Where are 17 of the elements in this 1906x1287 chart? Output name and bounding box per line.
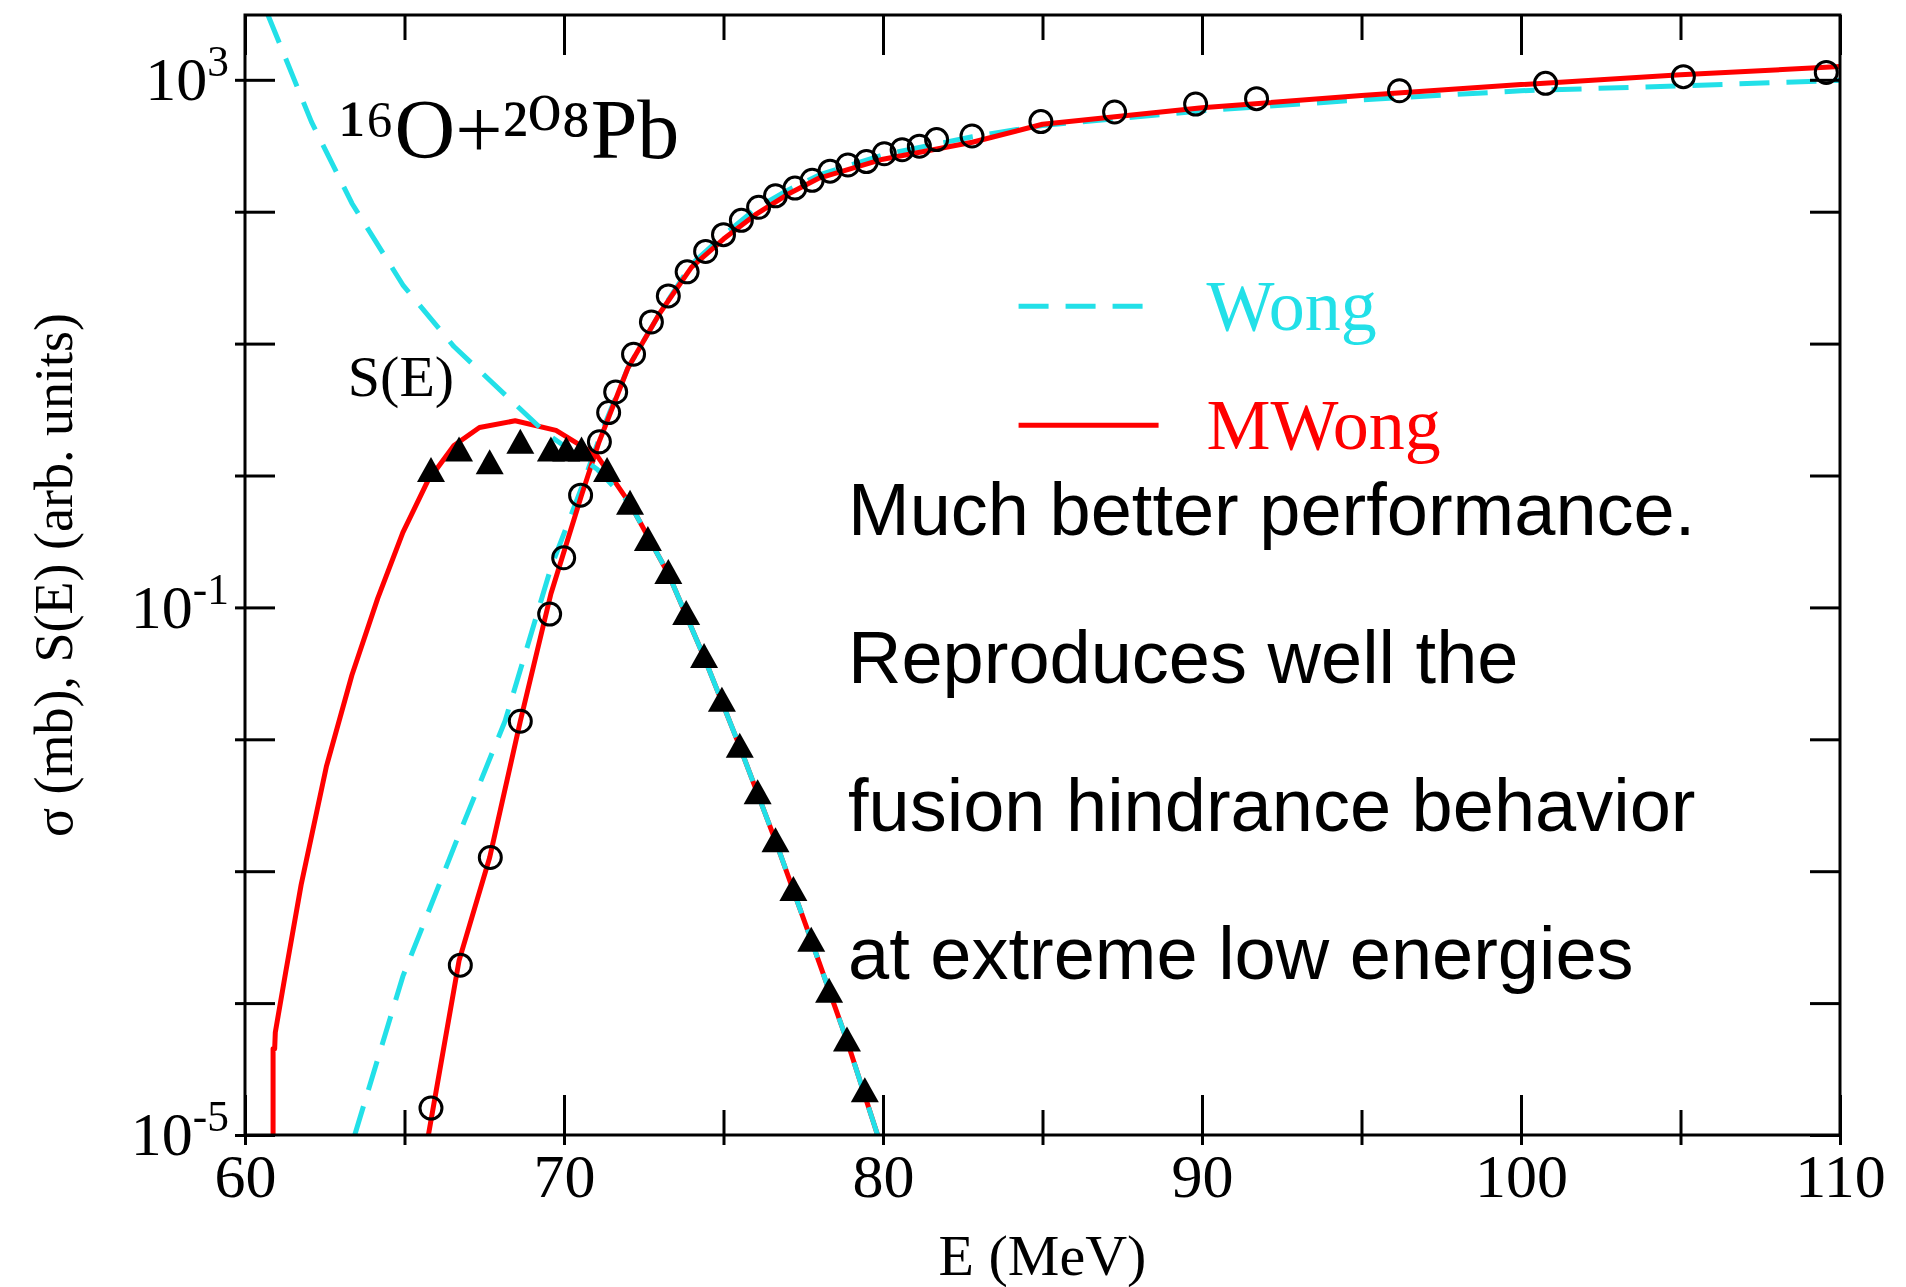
annotation: S(E) — [347, 344, 455, 409]
x-axis-title: E (MeV) — [938, 1223, 1147, 1287]
annotation: fusion hindrance behavior — [848, 764, 1696, 847]
y-axis-title: σ (mb), S(E) (arb. units) — [24, 313, 84, 837]
annotation: at extreme low energies — [848, 912, 1634, 995]
x-tick-label: 110 — [1795, 1142, 1886, 1211]
x-tick-label: 100 — [1475, 1142, 1568, 1211]
y-tick-label: 10$^{-1}$ — [130, 564, 229, 641]
annotation: Much better performance. — [848, 468, 1696, 551]
x-tick-label: 80 — [852, 1142, 915, 1211]
x-tick-label: 70 — [533, 1142, 596, 1211]
x-tick-label: 90 — [1171, 1142, 1234, 1211]
y-tick-label: 10$^{3}$ — [145, 37, 229, 114]
legend-label: MWong — [1206, 385, 1441, 466]
legend-label: Wong — [1206, 266, 1377, 347]
text: ¹⁶O+²⁰⁸Pb — [340, 83, 680, 176]
annotation: Reproduces well the — [848, 616, 1519, 699]
